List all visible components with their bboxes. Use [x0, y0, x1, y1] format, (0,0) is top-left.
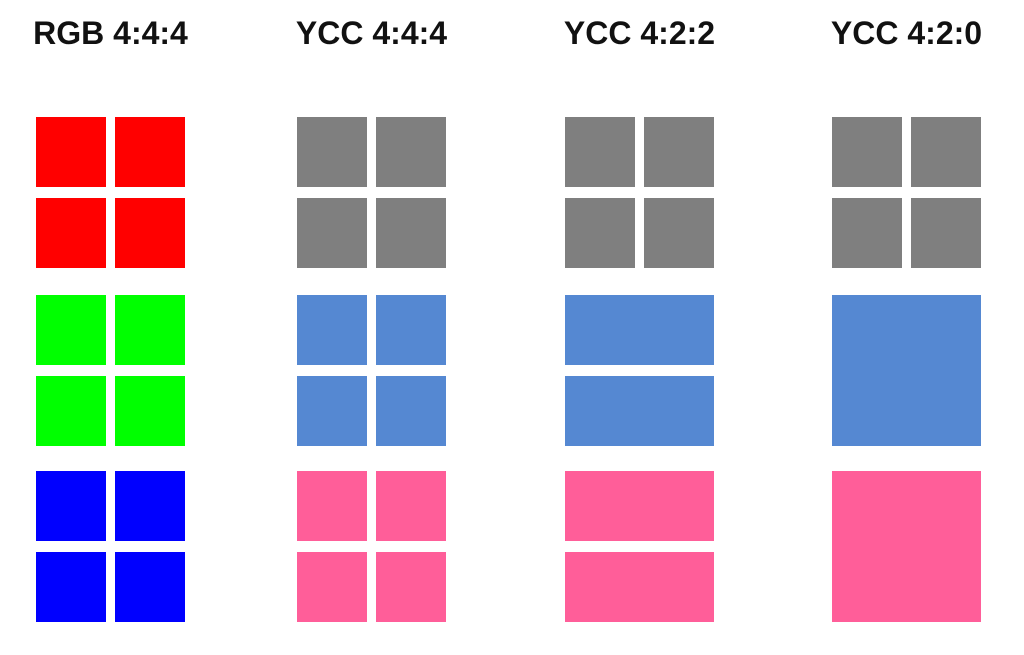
luma-group [832, 117, 981, 268]
column-ycc-4-4-4: YCC 4:4:4 [296, 0, 447, 655]
luma-sample-block [376, 117, 446, 187]
green-channel-sample-block [115, 295, 185, 365]
luma-sample-block [832, 198, 902, 268]
luma-sample-block [911, 117, 981, 187]
luma-sample-block [297, 198, 367, 268]
column-title-ycc-4-2-2: YCC 4:2:2 [563, 15, 716, 51]
chroma-cb-sample-block [376, 295, 446, 365]
red-channel-sample-block [115, 198, 185, 268]
chroma-cr-group [297, 471, 446, 622]
luma-sample-block [832, 117, 902, 187]
column-ycc-4-2-0: YCC 4:2:0 [831, 0, 982, 655]
red-channel-group [36, 117, 185, 268]
chroma-cb-sample-block [832, 295, 981, 446]
chroma-cb-group [565, 295, 714, 446]
column-title-ycc-4-2-0: YCC 4:2:0 [830, 15, 983, 51]
luma-sample-block [644, 198, 714, 268]
chroma-cb-sample-block [297, 376, 367, 446]
red-channel-sample-block [36, 198, 106, 268]
luma-group [297, 117, 446, 268]
luma-sample-block [565, 117, 635, 187]
chroma-cr-sample-block [832, 471, 981, 622]
green-channel-sample-block [115, 376, 185, 446]
chroma-cr-sample-block [565, 552, 714, 622]
luma-sample-block [297, 117, 367, 187]
green-channel-sample-block [36, 376, 106, 446]
luma-sample-block [376, 198, 446, 268]
chroma-cr-sample-block [376, 552, 446, 622]
green-channel-sample-block [36, 295, 106, 365]
chroma-cb-group [832, 295, 981, 446]
blue-channel-group [36, 471, 185, 622]
chroma-cb-sample-block [376, 376, 446, 446]
blue-channel-sample-block [36, 552, 106, 622]
luma-sample-block [644, 117, 714, 187]
column-rgb-4-4-4: RGB 4:4:4 [33, 0, 188, 655]
blue-channel-sample-block [36, 471, 106, 541]
luma-sample-block [565, 198, 635, 268]
red-channel-sample-block [36, 117, 106, 187]
chroma-cb-sample-block [297, 295, 367, 365]
chroma-cb-sample-block [565, 295, 714, 365]
chroma-cr-sample-block [297, 471, 367, 541]
column-title-ycc-4-4-4: YCC 4:4:4 [295, 15, 448, 51]
green-channel-group [36, 295, 185, 446]
chroma-cb-group [297, 295, 446, 446]
chroma-cr-group [832, 471, 981, 622]
chroma-cr-sample-block [565, 471, 714, 541]
blue-channel-sample-block [115, 552, 185, 622]
chroma-cr-sample-block [297, 552, 367, 622]
chroma-cr-sample-block [376, 471, 446, 541]
chroma-cb-sample-block [565, 376, 714, 446]
red-channel-sample-block [115, 117, 185, 187]
chroma-cr-group [565, 471, 714, 622]
blue-channel-sample-block [115, 471, 185, 541]
luma-group [565, 117, 714, 268]
luma-sample-block [911, 198, 981, 268]
column-title-rgb-4-4-4: RGB 4:4:4 [33, 15, 188, 51]
column-ycc-4-2-2: YCC 4:2:2 [564, 0, 715, 655]
